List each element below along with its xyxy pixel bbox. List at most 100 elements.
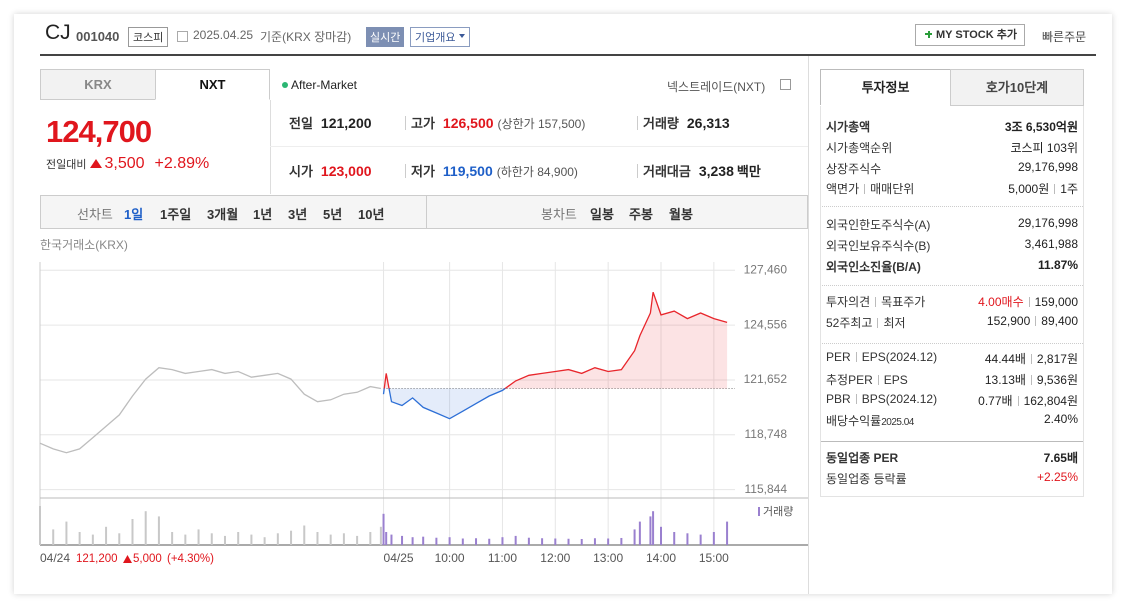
quote-cell: 고가 126,500 (상한가 157,500) [411,113,585,132]
volume-label: 거래량 [763,505,793,518]
tab-krx[interactable]: KRX [40,69,156,100]
prev-change: 5,000 [133,553,162,565]
quote-cell: 거래량 26,313 [643,113,730,132]
period-button[interactable]: 3년 [288,207,308,222]
info-separator [820,441,1083,442]
candle-period-button[interactable]: 월봉 [669,207,693,222]
calendar-icon [177,31,188,42]
volume-bar [131,519,134,545]
company-overview[interactable]: 기업개요 [410,27,471,47]
area-up [383,292,728,389]
date: 2025.04.25 [193,28,254,42]
info-value: 2.40% [1044,412,1078,426]
volume-bar [554,538,557,545]
change-label: 전일대비 [46,159,87,171]
quick-order[interactable]: 빠른주문 [1042,30,1087,44]
period-button[interactable]: 1주일 [160,207,192,222]
info-value-part: 0.77배 [978,393,1013,408]
info-value-part: 3,461,988 [1024,236,1078,251]
info-value: 3,461,988 [1025,237,1078,251]
quote-cell: 시가 123,000 [289,161,372,180]
volume-bar [401,535,404,545]
quote-unit: 백만 [736,164,761,179]
info-tab[interactable]: 호가10단계 [950,69,1084,106]
info-value-part: 29,176,998 [1017,159,1078,174]
info-label-part: 시가총액 [826,120,871,134]
volume-bar [649,516,652,545]
stock-code: 001040 [76,29,120,44]
x-tick-label: 04/24 [40,551,70,565]
info-value-part: 2,817원 [1026,352,1078,366]
quote-label: 거래대금 [643,164,691,179]
line-chart-label: 선차트 [77,207,113,222]
my-stock-button[interactable]: MY STOCK 추가 [915,24,1025,46]
quote-label: 전일 [289,116,313,131]
quote-label: 거래량 [643,116,679,131]
volume-bar [290,530,293,545]
info-label-part: 상장주식수 [826,161,882,176]
volume-bar [369,532,372,545]
quote-vline [270,100,271,194]
info-box [820,106,1084,497]
info-value: 코스피 103위 [1010,139,1078,156]
info-label-part: 액면가 [826,182,860,197]
info-value: 11.87% [1038,258,1078,272]
info-value: +2.25% [1037,470,1078,484]
info-value: 44.44배 2,817원 [985,350,1078,367]
volume-bar [567,538,570,545]
y-tick-label: 124,556 [744,317,788,331]
volume-bar [342,533,345,545]
volume-bar [144,511,147,545]
volume-bar [726,521,729,545]
info-label: 52주최고 최저 [826,314,906,331]
y-tick-label: 115,844 [745,482,788,496]
volume-bar [411,537,414,545]
toolbar-divider [426,196,427,228]
period-button[interactable]: 5년 [323,207,343,222]
info-label-part: EPS(2024.12) [851,350,937,364]
candle-period-button[interactable]: 주봉 [629,207,653,222]
info-label-part: 2025.04 [881,417,914,429]
volume-bar [171,532,174,545]
x-tick-label: 15:00 [699,551,729,565]
tab-nxt[interactable]: NXT [155,69,270,100]
volume-bar [210,533,213,545]
info-label-part: 외국인보유주식수(B) [826,238,931,253]
period-button[interactable]: 1년 [253,207,273,222]
volume-bar [91,534,94,545]
info-label: 추정PER EPS [826,371,908,388]
info-label: PBR BPS(2024.12) [826,392,937,406]
quote-extra: (상한가 157,500) [497,117,586,131]
basis: 기준(KRX 장마감) [260,30,352,44]
nextrade-link[interactable]: 넥스트레이드(NXT) [667,80,766,94]
prev-close: 121,200 [76,553,118,565]
volume-bar [660,526,663,545]
info-label-part: 매매단위 [859,182,914,196]
info-label: 동일업종 등락률 [826,470,907,487]
volume-bar [65,521,68,545]
info-tab[interactable]: 투자정보 [820,69,951,106]
volume-bar [580,539,583,545]
info-value-part: 1주 [1049,182,1078,196]
info-label: 상장주식수 [826,160,881,177]
quote-value: 123,000 [320,163,372,179]
quote-value: 26,313 [686,115,730,131]
quote-value: 119,500 [442,163,493,179]
volume-bar [382,513,385,545]
period-button[interactable]: 10년 [358,207,385,222]
candle-period-button[interactable]: 일봉 [590,207,614,222]
info-value-part: 코스피 103위 [1010,140,1078,155]
quote-label: 고가 [411,116,435,131]
quote-divider [405,164,406,178]
volume-bar [157,516,160,545]
period-button[interactable]: 1일 [124,207,144,222]
x-tick-label: 13:00 [593,551,623,565]
info-value: 4.00매수 159,000 [978,293,1078,310]
info-value: 29,176,998 [1018,160,1078,174]
change-rate: +2.89% [154,155,210,172]
info-label: 외국인소진율(B/A) [826,258,921,275]
stock-name: CJ [45,21,71,44]
period-button[interactable]: 3개월 [207,207,239,222]
volume-bar [197,529,200,545]
